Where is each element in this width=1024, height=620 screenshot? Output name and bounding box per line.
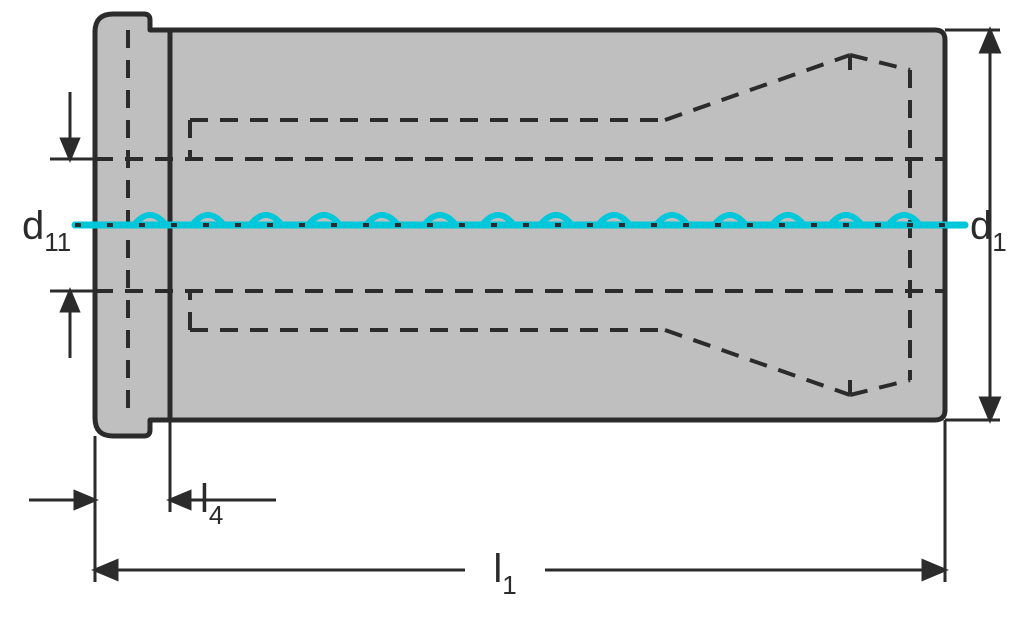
dim-label-l4: l4 <box>200 477 223 530</box>
dim-label-l1: l1 <box>493 547 516 600</box>
dim-label-d1: d1 <box>970 204 1007 257</box>
dim-label-d11: d11 <box>22 204 71 257</box>
technical-drawing: d11 d1 l4 l1 <box>0 0 1024 620</box>
